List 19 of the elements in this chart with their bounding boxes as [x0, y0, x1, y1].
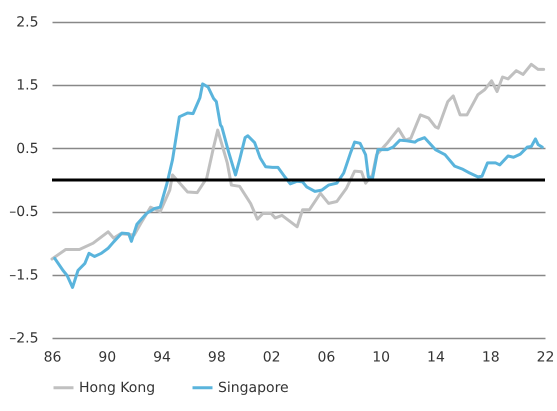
- x-tick-label: 02: [262, 350, 281, 366]
- legend-label: Hong Kong: [79, 380, 156, 396]
- x-tick-label: 06: [317, 350, 336, 366]
- y-tick-label: 2.5: [16, 14, 38, 30]
- y-tick-label: –2.5: [9, 330, 38, 346]
- x-tick-label: 86: [44, 350, 62, 366]
- x-tick-label: 22: [536, 350, 554, 366]
- x-tick-label: 14: [427, 350, 445, 366]
- y-tick-label: 0.5: [16, 140, 38, 157]
- y-tick-label: –1.5: [9, 267, 38, 284]
- line-series: [53, 82, 544, 289]
- legend-label: Singapore: [218, 380, 289, 396]
- x-tick-label: 94: [153, 350, 172, 366]
- x-tick-label: 10: [372, 350, 390, 366]
- x-tick-label: 90: [98, 350, 116, 366]
- y-tick-label: 1.5: [16, 78, 38, 94]
- y-tick-label: –0.5: [9, 204, 38, 220]
- x-tick-label: 98: [208, 350, 226, 366]
- x-tick-label: 18: [482, 350, 500, 366]
